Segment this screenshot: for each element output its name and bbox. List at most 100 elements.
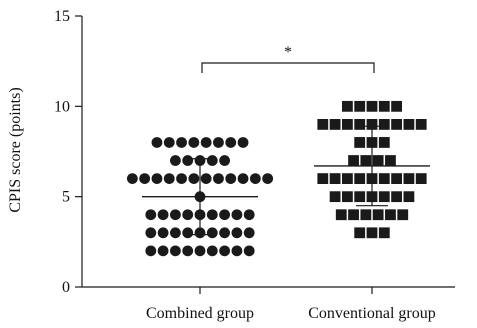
data-point bbox=[206, 155, 218, 166]
bracket-line bbox=[201, 62, 375, 73]
data-point bbox=[151, 173, 163, 185]
data-point bbox=[176, 173, 187, 185]
data-point bbox=[378, 227, 390, 239]
y-axis-title: CPIS score (points) bbox=[7, 87, 24, 212]
data-point bbox=[391, 191, 402, 203]
data-point bbox=[145, 209, 157, 221]
data-point bbox=[378, 173, 390, 184]
data-point bbox=[170, 209, 181, 221]
data-point bbox=[391, 173, 402, 184]
data-point bbox=[237, 173, 249, 185]
data-point bbox=[354, 227, 366, 239]
data-point bbox=[200, 173, 212, 185]
data-point bbox=[219, 227, 231, 239]
data-point bbox=[231, 227, 243, 239]
data-point bbox=[366, 227, 378, 239]
data-point bbox=[378, 191, 390, 203]
data-point bbox=[219, 209, 231, 221]
data-point bbox=[317, 119, 329, 130]
data-point bbox=[366, 100, 378, 112]
data-point bbox=[243, 227, 255, 239]
data-point bbox=[145, 227, 157, 239]
y-tick-label: 10 bbox=[54, 98, 70, 115]
data-point bbox=[206, 227, 218, 239]
data-point bbox=[176, 137, 187, 148]
data-point bbox=[188, 137, 200, 148]
data-point bbox=[182, 227, 194, 239]
data-point bbox=[206, 209, 218, 221]
y-axis: 0 5 10 15 CPIS score (points) bbox=[7, 8, 83, 296]
data-point bbox=[403, 119, 415, 130]
data-point bbox=[213, 173, 224, 185]
data-point bbox=[182, 245, 194, 257]
data-point bbox=[231, 245, 243, 257]
data-point bbox=[225, 137, 237, 148]
y-tick-label: 5 bbox=[62, 189, 70, 206]
data-point bbox=[360, 209, 372, 221]
data-point bbox=[249, 173, 261, 185]
data-point bbox=[397, 209, 409, 221]
data-point bbox=[243, 245, 255, 257]
data-point bbox=[348, 155, 359, 166]
data-point bbox=[243, 209, 255, 221]
data-point bbox=[348, 209, 359, 221]
data-point bbox=[206, 245, 218, 257]
data-point bbox=[342, 100, 353, 112]
data-point bbox=[354, 191, 366, 203]
data-point bbox=[170, 245, 181, 257]
data-point bbox=[329, 119, 341, 130]
data-point bbox=[219, 245, 231, 257]
category-label-conventional: Conventional group bbox=[308, 305, 436, 322]
data-point bbox=[354, 100, 366, 112]
y-tick-label: 15 bbox=[54, 8, 70, 25]
data-point bbox=[415, 119, 427, 130]
y-ticks: 0 5 10 15 bbox=[54, 8, 82, 296]
data-point bbox=[385, 209, 396, 221]
data-point bbox=[391, 100, 402, 112]
data-point bbox=[366, 119, 378, 130]
data-point bbox=[139, 173, 151, 185]
data-point bbox=[385, 155, 396, 166]
data-points bbox=[126, 100, 427, 257]
data-point bbox=[194, 245, 206, 257]
data-point bbox=[378, 119, 390, 130]
data-point bbox=[157, 245, 169, 257]
x-axis: Combined group Conventional group bbox=[82, 286, 455, 322]
data-point bbox=[188, 173, 200, 185]
data-point bbox=[182, 155, 194, 166]
data-point bbox=[378, 137, 390, 148]
category-label-combined: Combined group bbox=[146, 305, 254, 322]
data-point bbox=[151, 137, 163, 148]
data-point bbox=[354, 173, 366, 184]
data-point bbox=[163, 173, 175, 185]
data-point bbox=[225, 173, 237, 185]
data-point bbox=[342, 119, 353, 130]
data-point bbox=[317, 173, 329, 184]
data-point bbox=[231, 209, 243, 221]
data-point bbox=[342, 173, 353, 184]
data-point bbox=[163, 137, 175, 148]
data-point bbox=[213, 137, 224, 148]
summary-lines bbox=[142, 125, 430, 236]
data-point bbox=[391, 119, 402, 130]
data-point bbox=[415, 173, 427, 184]
data-point bbox=[157, 227, 169, 239]
data-point bbox=[126, 173, 138, 185]
data-point bbox=[170, 227, 181, 239]
data-point bbox=[145, 245, 157, 257]
data-point bbox=[354, 119, 366, 130]
data-point bbox=[335, 209, 347, 221]
data-point bbox=[372, 209, 384, 221]
data-point bbox=[170, 155, 181, 166]
data-point bbox=[329, 191, 341, 203]
data-point bbox=[262, 173, 274, 185]
y-tick-label: 0 bbox=[62, 279, 70, 296]
data-point bbox=[378, 100, 390, 112]
data-point bbox=[354, 137, 366, 148]
data-point bbox=[157, 209, 169, 221]
data-point bbox=[360, 155, 372, 166]
significance-bracket: * bbox=[201, 44, 375, 73]
data-point bbox=[219, 155, 231, 166]
data-point bbox=[342, 191, 353, 203]
